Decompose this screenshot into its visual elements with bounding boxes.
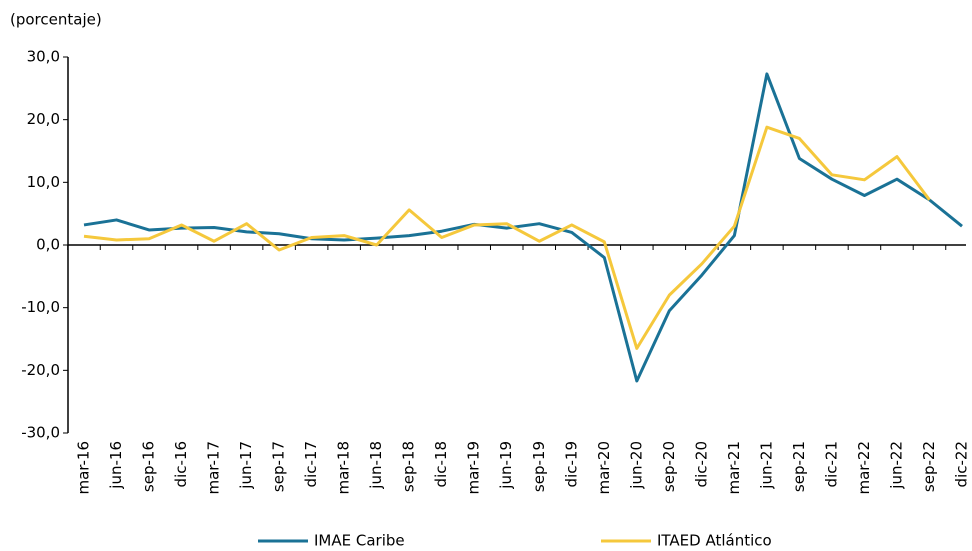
y-tick-label: -30,0 bbox=[21, 424, 60, 442]
x-tick-label: jun-21 bbox=[757, 441, 775, 490]
x-tick-label: jun-22 bbox=[887, 441, 905, 490]
x-tick-label: jun-20 bbox=[627, 441, 645, 490]
x-tick-label: mar-22 bbox=[855, 441, 873, 495]
x-tick-label: dic-16 bbox=[172, 441, 190, 487]
x-tick-label: jun-16 bbox=[107, 441, 125, 490]
x-tick-label: sep-19 bbox=[530, 441, 548, 492]
x-tick-label: mar-16 bbox=[75, 441, 93, 495]
x-tick-label: sep-16 bbox=[140, 441, 158, 492]
x-tick-label: sep-21 bbox=[790, 441, 808, 492]
y-unit: (porcentaje) bbox=[10, 11, 102, 29]
y-tick-label: -20,0 bbox=[21, 361, 60, 379]
x-tick-label: jun-18 bbox=[367, 441, 385, 490]
y-tick-label: 20,0 bbox=[27, 110, 60, 128]
x-tick-label: mar-19 bbox=[465, 441, 483, 495]
y-tick-label: 10,0 bbox=[27, 173, 60, 191]
x-tick-label: jun-19 bbox=[497, 441, 515, 490]
x-tick-label: mar-18 bbox=[335, 441, 353, 495]
x-tick-label: sep-17 bbox=[270, 441, 288, 492]
legend-label: ITAED Atlántico bbox=[657, 532, 772, 550]
y-tick-label: -10,0 bbox=[21, 298, 60, 316]
x-tick-label: mar-21 bbox=[725, 441, 743, 495]
x-tick-label: dic-22 bbox=[953, 441, 971, 487]
y-tick-label: 0,0 bbox=[36, 236, 60, 254]
x-tick-label: sep-18 bbox=[400, 441, 418, 492]
x-tick-label: jun-17 bbox=[237, 441, 255, 490]
series-line bbox=[83, 72, 963, 383]
x-tick-label: sep-20 bbox=[660, 441, 678, 492]
x-tick-label: dic-21 bbox=[822, 441, 840, 487]
x-tick-label: mar-17 bbox=[205, 441, 223, 495]
series-line bbox=[83, 125, 931, 350]
x-tick-label: mar-20 bbox=[595, 441, 613, 495]
y-tick-label: 30,0 bbox=[27, 48, 60, 66]
x-tick-label: dic-20 bbox=[692, 441, 710, 487]
x-tick-label: dic-17 bbox=[302, 441, 320, 487]
legend-label: IMAE Caribe bbox=[314, 532, 405, 550]
x-tick-label: dic-18 bbox=[432, 441, 450, 487]
x-tick-label: sep-22 bbox=[920, 441, 938, 492]
x-tick-label: dic-19 bbox=[562, 441, 580, 487]
